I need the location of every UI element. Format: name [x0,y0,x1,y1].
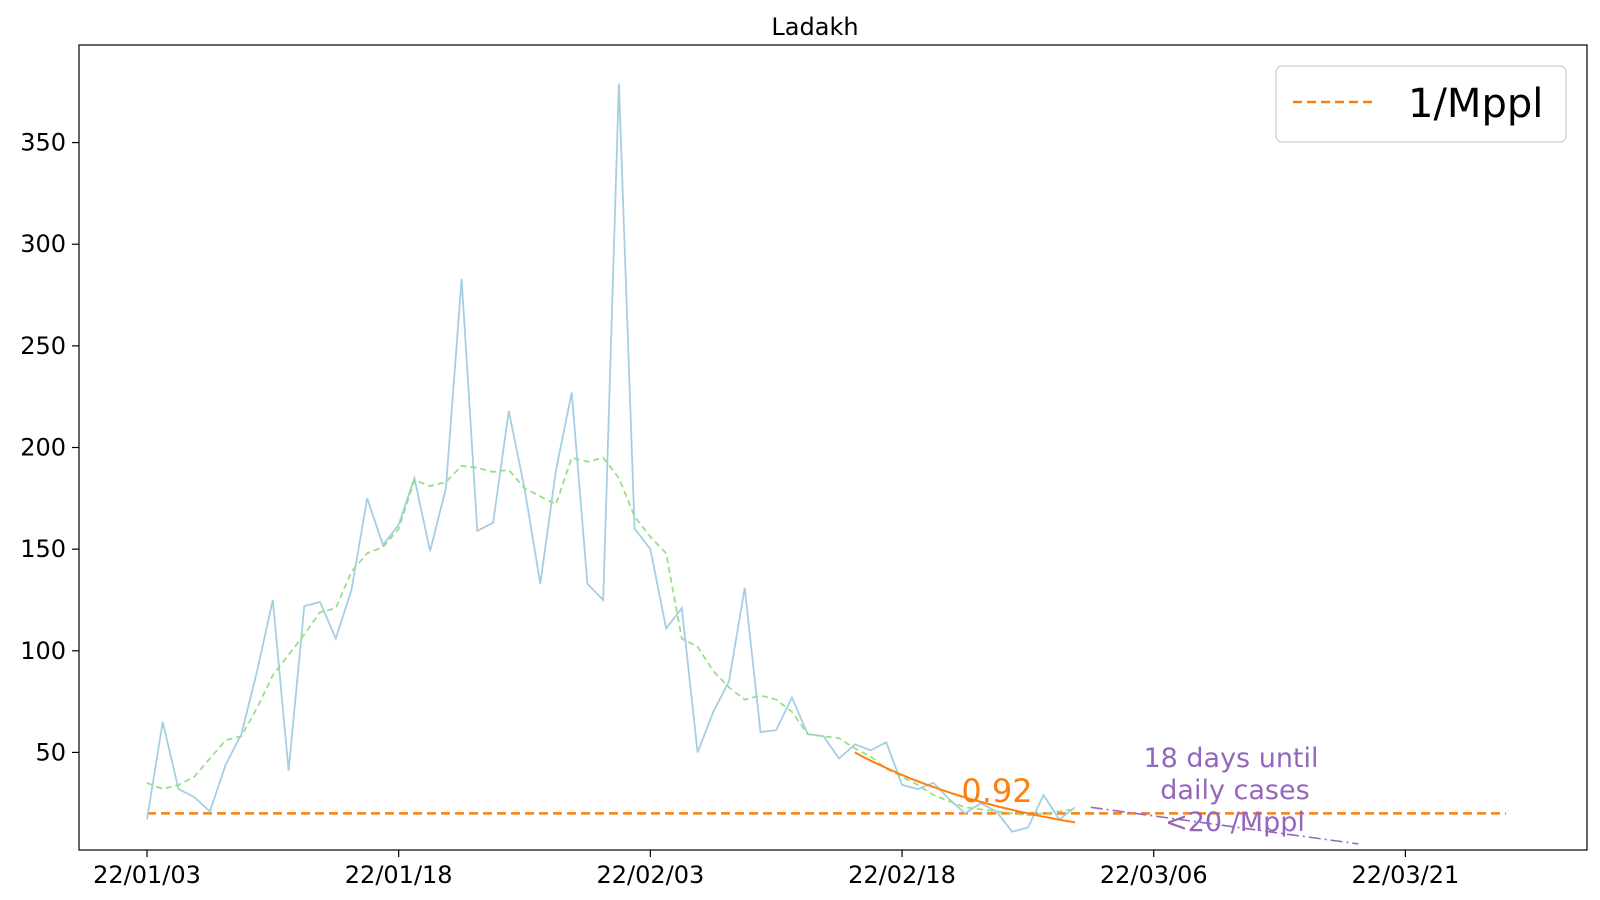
growth-factor-annotation: 0.92 [961,772,1032,810]
x-tick-label: 22/03/06 [1100,861,1208,889]
plot-frame [78,44,1588,851]
y-tick-label: 250 [20,332,66,360]
x-axis: 22/01/03 22/01/18 22/02/03 22/02/18 22/03/06… [93,850,1460,889]
x-tick-label: 22/03/21 [1352,861,1460,889]
x-tick-label: 22/01/18 [345,861,453,889]
x-tick-label: 22/02/03 [596,861,704,889]
legend: 1/Mppl [1275,65,1567,143]
x-tick-label: 22/01/03 [93,861,201,889]
series-layer [146,83,1507,845]
y-axis: 50 100 150 200 250 300 350 [20,129,79,766]
legend-box [1275,65,1567,143]
x-tick-label: 22/02/18 [848,861,956,889]
y-tick-label: 150 [20,535,66,563]
legend-threshold-label: 1/Mppl [1408,81,1543,127]
fit-line [854,751,1076,824]
y-tick-label: 300 [20,230,66,258]
projection-line [1090,806,1359,845]
y-tick-label: 200 [20,434,66,462]
y-tick-label: 100 [20,637,66,665]
y-tick-label: 350 [20,129,66,157]
days-until-line-2: daily cases [1160,775,1309,806]
y-tick-label: 50 [35,738,66,766]
days-until-line-1: 18 days until [1143,743,1318,774]
daily-cases-line [146,83,1076,833]
days-until-line-3: <20 /Mppl [1165,807,1305,838]
moving-average-line [146,456,1076,817]
chart-title: Ladakh [771,13,858,41]
